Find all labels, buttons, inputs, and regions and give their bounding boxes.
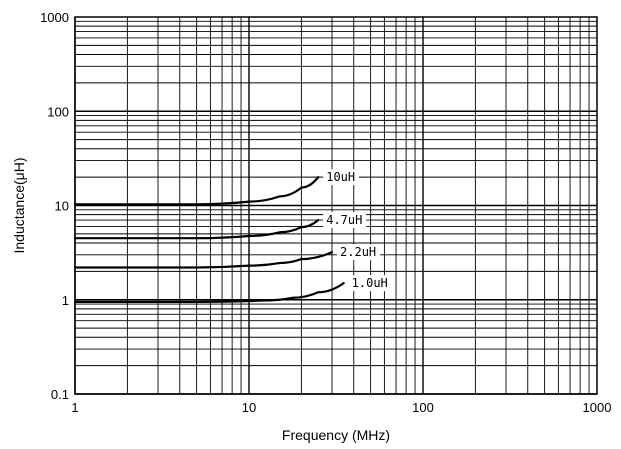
series-line-4-7uh xyxy=(73,219,320,240)
y-tick-label: 1000 xyxy=(40,10,69,25)
curve-label-bg xyxy=(337,244,381,261)
curve-label-bg xyxy=(323,169,359,186)
curve-label-bg xyxy=(323,212,367,229)
curve-label: 4.7uH xyxy=(326,213,362,227)
x-tick-labels: 1 10 100 1000 xyxy=(71,400,611,415)
curve-labels-layer: 10uH 4.7uH 2.2uH 1.0uH xyxy=(323,169,392,292)
curve-label: 1.0uH xyxy=(352,276,388,290)
curve-label: 2.2uH xyxy=(340,245,376,259)
x-tick-label: 100 xyxy=(412,400,434,415)
y-tick-labels: 0.1 1 10 100 1000 xyxy=(40,10,69,402)
x-tick-label: 1 xyxy=(71,400,78,415)
y-tick-label: 1 xyxy=(62,293,69,308)
y-tick-label: 0.1 xyxy=(51,387,69,402)
series-line-10uh xyxy=(73,176,320,206)
x-axis-title: Frequency (MHz) xyxy=(282,427,390,443)
series-line-1-0uh xyxy=(73,282,345,303)
x-tick-label: 10 xyxy=(242,400,256,415)
curve-label-bg xyxy=(348,275,392,292)
plot-frame xyxy=(74,16,598,395)
series-line-2-2uh xyxy=(73,251,334,269)
y-tick-label: 10 xyxy=(55,199,69,214)
y-tick-label: 100 xyxy=(47,104,69,119)
y-axis-title: Inductance(μH) xyxy=(11,158,27,254)
curves-layer xyxy=(73,176,345,303)
curve-label: 10uH xyxy=(326,170,355,184)
x-tick-label: 1000 xyxy=(583,400,612,415)
